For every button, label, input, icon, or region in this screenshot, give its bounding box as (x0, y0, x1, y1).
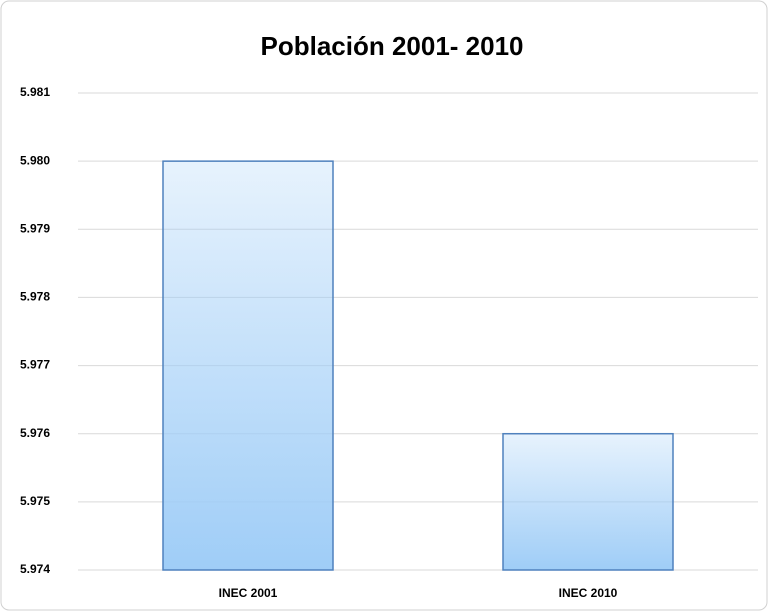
bar (162, 160, 334, 571)
y-tick-label: 5.978 (20, 290, 50, 304)
y-tick-label: 5.977 (20, 358, 50, 372)
chart-title: Población 2001- 2010 (260, 31, 523, 61)
x-tick-label: INEC 2001 (219, 586, 278, 600)
y-tick-label: 5.976 (20, 426, 50, 440)
bar (502, 432, 674, 571)
y-tick-label: 5.981 (20, 85, 50, 99)
x-tick-label: INEC 2010 (559, 586, 618, 600)
y-tick-label: 5.980 (20, 153, 50, 167)
y-tick-label: 5.975 (20, 494, 50, 508)
y-tick-label: 5.979 (20, 221, 50, 235)
y-tick-label: 5.974 (20, 562, 50, 576)
